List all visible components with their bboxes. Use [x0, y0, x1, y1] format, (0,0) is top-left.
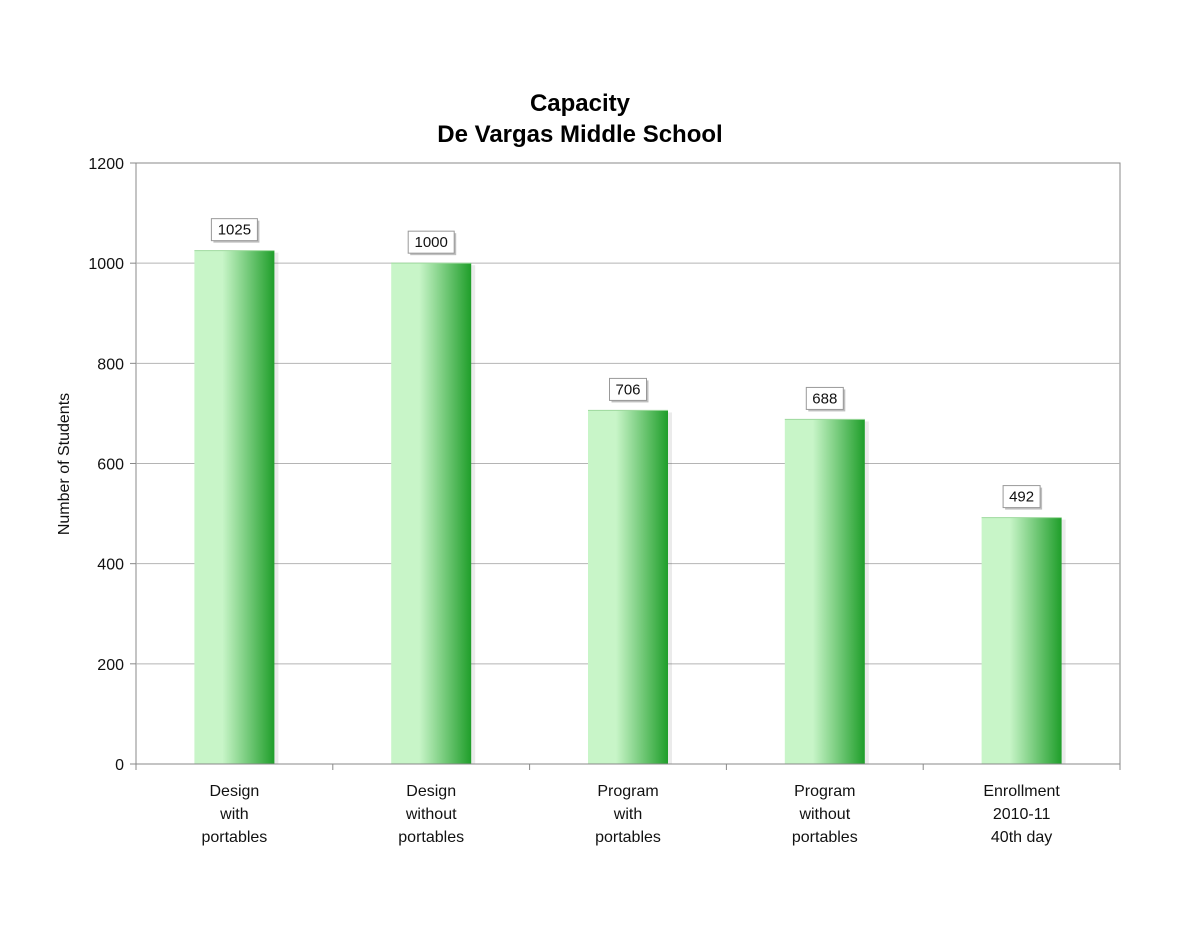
x-axis-categories: Design with portables Design without portable…: [135, 763, 1121, 846]
data-label: 1025: [218, 222, 251, 239]
y-axis-label: Number of Students: [56, 393, 73, 535]
chart-title-line-1: Capacity: [530, 90, 631, 117]
data-label-box: [210, 218, 258, 242]
x-category-label: Program with portables: [595, 783, 661, 846]
x-category-label-line: 40th day: [991, 829, 1052, 846]
bar: [981, 517, 1062, 764]
y-axis-ticks: 0 200 400 600 800 1000 1200: [88, 156, 136, 774]
data-label: 492: [1009, 489, 1034, 506]
y-tick-label: 1000: [88, 256, 124, 273]
bar: [588, 410, 668, 764]
x-category-label-line: Design: [209, 783, 259, 800]
data-label-box: [609, 377, 647, 401]
bars: 1025 1000 706 688 492: [194, 218, 1066, 765]
y-tick-label: 400: [97, 557, 124, 574]
data-label-box: [407, 230, 455, 254]
x-category-label-line: Design: [406, 783, 456, 800]
data-label: 706: [615, 381, 640, 398]
x-category-label-line: 2010-11: [993, 806, 1051, 823]
bar: [391, 263, 472, 764]
y-tick-label: 0: [115, 757, 124, 774]
x-category-label: Design with portables: [201, 783, 267, 846]
x-category-label-line: without: [405, 806, 457, 823]
x-category-label-line: portables: [595, 829, 661, 846]
data-label: 1000: [415, 234, 448, 251]
x-category-label: Design without portables: [398, 783, 464, 846]
x-category-label-line: Enrollment: [983, 783, 1060, 800]
data-label-box: [1002, 485, 1041, 509]
y-tick-label: 800: [97, 356, 124, 373]
x-category-label: Program without portables: [792, 783, 858, 846]
x-category-label-line: without: [798, 806, 850, 823]
x-category-label-line: Program: [794, 783, 855, 800]
x-category-label-line: Program: [597, 783, 658, 800]
data-label: 688: [812, 390, 837, 407]
x-category-label-line: portables: [398, 829, 464, 846]
chart-title-line-2: De Vargas Middle School: [437, 121, 722, 148]
x-category-label-line: with: [613, 806, 642, 823]
bar: [784, 419, 865, 764]
x-category-label-line: with: [219, 806, 248, 823]
x-category-label-line: portables: [792, 829, 858, 846]
x-category-label-line: portables: [201, 829, 267, 846]
y-tick-label: 600: [97, 457, 124, 474]
data-label-box: [805, 386, 844, 410]
y-tick-label: 200: [97, 657, 124, 674]
x-category-label: Enrollment 2010-11 40th day: [983, 783, 1060, 846]
bar: [194, 250, 275, 765]
y-tick-label: 1200: [88, 156, 124, 173]
